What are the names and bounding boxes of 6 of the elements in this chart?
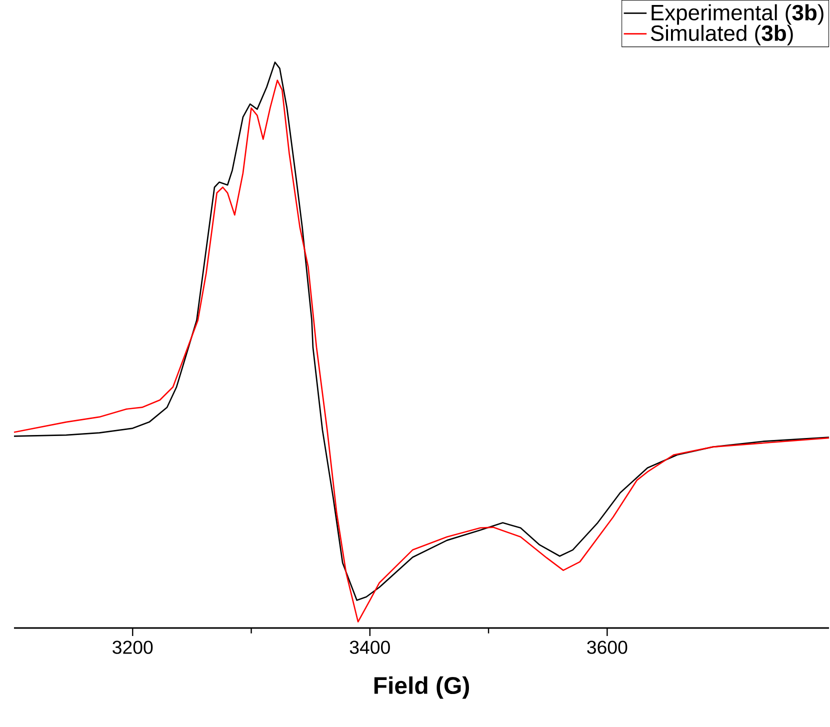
legend-label: Simulated (3b) — [650, 24, 793, 46]
x-tick-label: 3200 — [112, 640, 153, 654]
legend-label: Experimental (3b) — [652, 4, 824, 25]
x-tick-label: 3600 — [587, 640, 628, 654]
x-axis-title: Field (G) — [374, 676, 469, 699]
x-tick-label: 3400 — [350, 640, 390, 654]
